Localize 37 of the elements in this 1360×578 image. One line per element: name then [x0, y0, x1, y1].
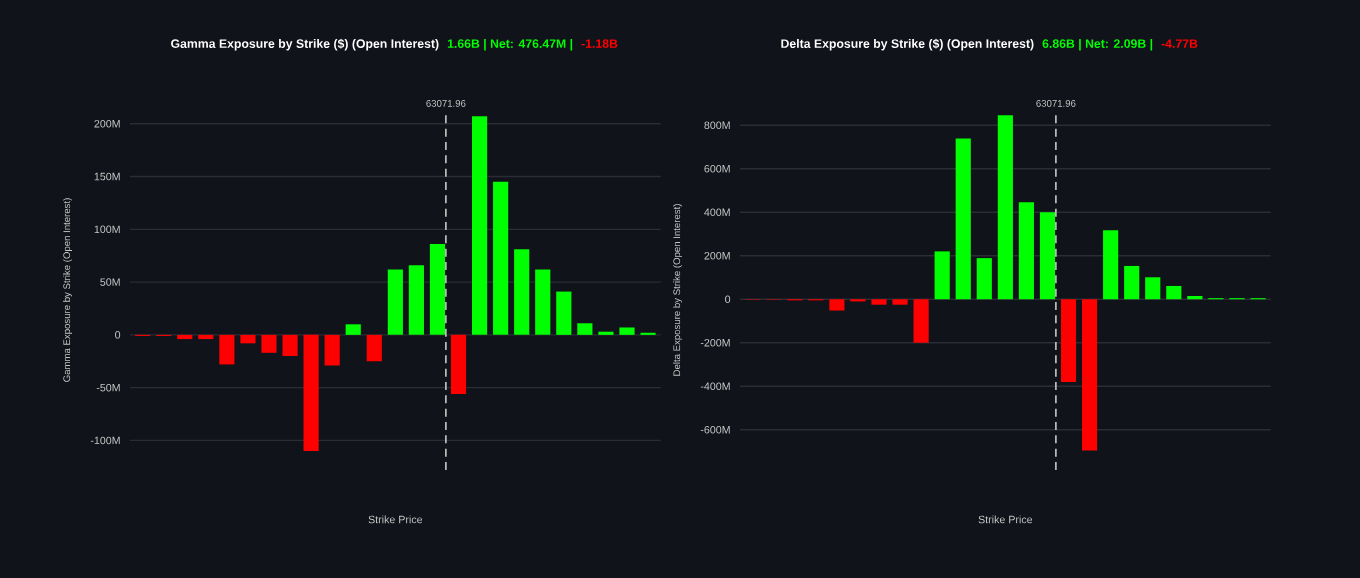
bar [177, 334, 193, 340]
bar [387, 269, 403, 335]
bar [955, 138, 971, 300]
bar [198, 334, 214, 340]
bar [303, 334, 319, 451]
bar [1145, 277, 1161, 300]
bar [997, 115, 1013, 300]
bar [556, 291, 572, 335]
bar [1082, 299, 1098, 451]
bar [261, 334, 277, 353]
bar [577, 323, 593, 335]
bar [1039, 212, 1056, 300]
bar [493, 181, 509, 335]
bar [934, 251, 950, 300]
bar [829, 299, 845, 311]
bar [1018, 202, 1034, 300]
bar [1060, 299, 1077, 383]
bar [619, 327, 635, 335]
bar [976, 258, 992, 300]
bar [219, 334, 235, 365]
bar [1103, 230, 1119, 300]
bar [471, 116, 488, 335]
bar [408, 265, 424, 335]
bar [892, 299, 908, 305]
bar [429, 244, 446, 335]
bar [450, 334, 467, 394]
bar [1124, 265, 1140, 300]
bar [1166, 285, 1182, 300]
bar [282, 334, 298, 356]
bar [913, 299, 929, 343]
bar [366, 334, 382, 362]
bar [514, 249, 530, 335]
bar [535, 269, 551, 335]
bar [345, 324, 361, 335]
bar [240, 334, 256, 344]
bar [871, 299, 887, 305]
bar [324, 334, 340, 366]
